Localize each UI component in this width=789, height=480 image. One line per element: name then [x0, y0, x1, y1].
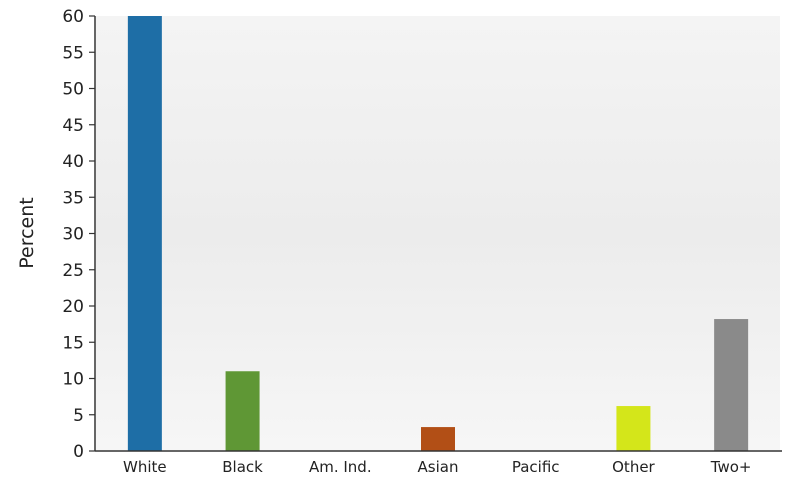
bars-layer: [127, 16, 749, 451]
y-tick-label: 10: [62, 370, 84, 390]
y-tick-label: 15: [62, 333, 84, 353]
x-tick-label: Asian: [418, 458, 459, 476]
y-tick-label: 20: [62, 297, 84, 317]
x-tick-label: Black: [222, 458, 263, 476]
x-tick-label: Am. Ind.: [309, 458, 372, 476]
bar-other: [616, 406, 651, 451]
x-tick-label: Other: [612, 458, 655, 476]
y-tick-label: 5: [73, 406, 84, 426]
bar-two: [714, 319, 749, 451]
y-ticks: 0 5 10 15 20 25 30 35 40 45 50 55 60: [62, 7, 95, 462]
y-tick-label: 50: [62, 80, 84, 100]
x-tick-labels: White Black Am. Ind. Asian Pacific Other Two+: [123, 458, 751, 476]
x-tick-label: Pacific: [512, 458, 560, 476]
x-tick-label: White: [123, 458, 167, 476]
y-tick-label: 55: [62, 43, 84, 63]
plot-background: [96, 16, 780, 450]
y-tick-label: 60: [62, 7, 84, 27]
y-tick-label: 30: [62, 225, 84, 245]
y-tick-label: 0: [73, 442, 84, 462]
bar-asian: [421, 427, 455, 451]
bar-black: [225, 371, 260, 451]
y-tick-label: 40: [62, 152, 84, 172]
y-tick-label: 45: [62, 116, 84, 136]
y-tick-label: 35: [62, 188, 84, 208]
x-tick-label: Two+: [710, 458, 752, 476]
y-axis-title: Percent: [16, 197, 38, 269]
y-tick-label: 25: [62, 261, 84, 281]
bar-white: [127, 16, 162, 451]
